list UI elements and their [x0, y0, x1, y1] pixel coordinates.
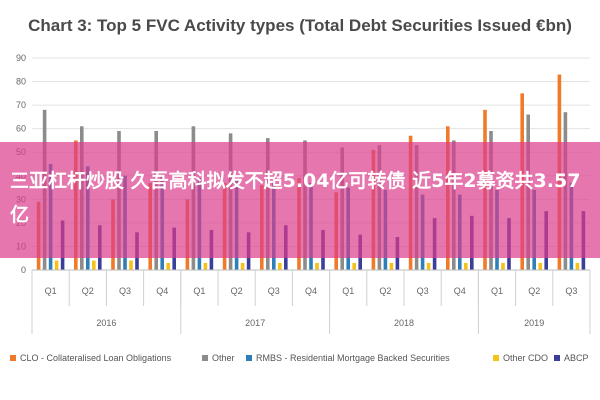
legend-item: ABCP — [554, 353, 589, 363]
bar — [54, 260, 59, 270]
headline-text[interactable]: 三亚杠杆炒股 久吾高科拟发不超5.04亿可转债 近5年2募资共3.57亿 — [10, 170, 581, 226]
year-label: 2016 — [96, 318, 116, 328]
chart-legend: CLO - Collateralised Loan Obligations Oth… — [10, 353, 600, 367]
legend-label: ABCP — [564, 353, 589, 363]
y-tick-label: 70 — [16, 100, 26, 110]
legend-swatch — [202, 355, 208, 361]
legend-label: CLO - Collateralised Loan Obligations — [20, 353, 172, 363]
x-tick-label: Q3 — [565, 286, 577, 296]
headline-banner[interactable]: 三亚杠杆炒股 久吾高科拟发不超5.04亿可转债 近5年2募资共3.57亿 — [0, 142, 600, 258]
y-tick-label: 0 — [21, 265, 26, 275]
bar — [352, 262, 356, 270]
bar — [538, 262, 542, 270]
x-tick-label: Q3 — [119, 286, 131, 296]
x-tick-label: Q2 — [231, 286, 243, 296]
bar — [315, 262, 319, 270]
x-tick-label: Q2 — [379, 286, 391, 296]
x-tick-label: Q1 — [491, 286, 503, 296]
bar — [426, 262, 431, 270]
legend-label: RMBS - Residential Mortgage Backed Secur… — [256, 353, 450, 363]
bar — [389, 262, 394, 270]
bar — [203, 262, 208, 270]
x-tick-label: Q4 — [156, 286, 168, 296]
legend-swatch — [554, 355, 560, 361]
year-label: 2019 — [524, 318, 544, 328]
legend-label: Other CDO — [503, 353, 549, 363]
x-tick-label: Q2 — [82, 286, 94, 296]
year-label: 2017 — [245, 318, 265, 328]
bar — [575, 262, 580, 270]
x-tick-label: Q3 — [268, 286, 280, 296]
legend-swatch — [493, 355, 499, 361]
x-tick-label: Q4 — [454, 286, 466, 296]
x-tick-label: Q1 — [342, 286, 354, 296]
y-tick-label: 80 — [16, 77, 26, 87]
x-tick-label: Q1 — [45, 286, 57, 296]
x-tick-label: Q4 — [305, 286, 317, 296]
chart-title: Chart 3: Top 5 FVC Activity types (Total… — [28, 16, 572, 35]
legend-item: Other CDO — [493, 353, 548, 363]
bar — [92, 260, 96, 270]
bar — [501, 262, 505, 270]
y-tick-label: 90 — [16, 53, 26, 63]
x-tick-label: Q3 — [417, 286, 429, 296]
legend-label: Other — [212, 353, 235, 363]
bar — [240, 262, 245, 270]
x-tick-label: Q1 — [193, 286, 205, 296]
bar — [464, 262, 468, 270]
bar — [129, 260, 133, 270]
legend-swatch — [10, 355, 16, 361]
bar — [166, 262, 170, 270]
bar — [278, 262, 282, 270]
legend-swatch — [246, 355, 252, 361]
legend-item: RMBS - Residential Mortgage Backed Secur… — [246, 353, 450, 363]
legend-item: Other — [202, 353, 235, 363]
x-tick-label: Q2 — [528, 286, 540, 296]
legend-item: CLO - Collateralised Loan Obligations — [10, 353, 171, 363]
y-tick-label: 60 — [16, 124, 26, 134]
year-label: 2018 — [394, 318, 414, 328]
